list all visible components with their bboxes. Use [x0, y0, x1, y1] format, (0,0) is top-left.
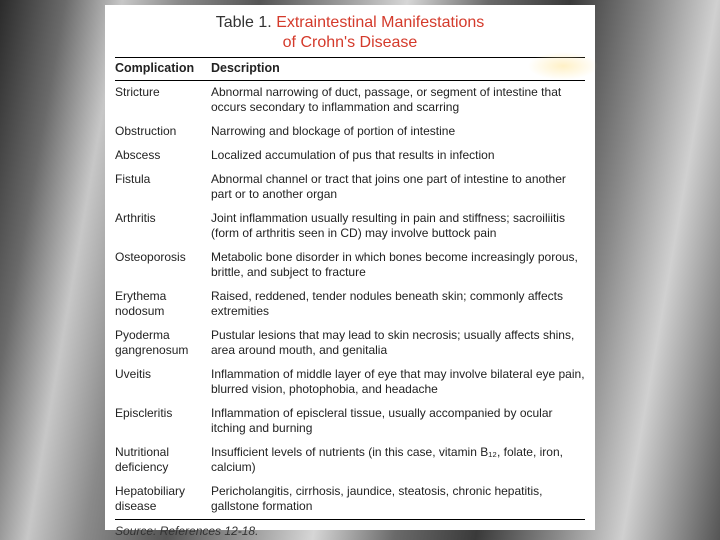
table-row: ObstructionNarrowing and blockage of por… — [115, 120, 585, 144]
cell-complication: Arthritis — [115, 211, 211, 241]
table-header-row: Complication Description — [115, 57, 585, 81]
table-row: StrictureAbnormal narrowing of duct, pas… — [115, 81, 585, 120]
cell-complication: Episcleritis — [115, 406, 211, 436]
table-row: AbscessLocalized accumulation of pus tha… — [115, 144, 585, 168]
table-row: Hepatobiliary diseasePericholangitis, ci… — [115, 480, 585, 519]
cell-description: Pericholangitis, cirrhosis, jaundice, st… — [211, 484, 585, 514]
cell-description: Metabolic bone disorder in which bones b… — [211, 250, 585, 280]
slide-background: Table 1. Extraintestinal Manifestations … — [0, 0, 720, 540]
table-body: StrictureAbnormal narrowing of duct, pas… — [115, 81, 585, 519]
cell-description: Inflammation of episcleral tissue, usual… — [211, 406, 585, 436]
table-card: Table 1. Extraintestinal Manifestations … — [105, 5, 595, 530]
cell-description: Joint inflammation usually resulting in … — [211, 211, 585, 241]
cell-description: Insufficient levels of nutrients (in thi… — [211, 445, 585, 475]
table-source: Source: References 12-18. — [115, 519, 585, 539]
table-row: EpiscleritisInflammation of episcleral t… — [115, 402, 585, 441]
table-row: ArthritisJoint inflammation usually resu… — [115, 207, 585, 246]
cell-complication: Osteoporosis — [115, 250, 211, 280]
table-row: UveitisInflammation of middle layer of e… — [115, 363, 585, 402]
cell-complication: Obstruction — [115, 124, 211, 139]
table-title-line2: of Crohn's Disease — [115, 33, 585, 53]
cell-complication: Fistula — [115, 172, 211, 202]
cell-description: Localized accumulation of pus that resul… — [211, 148, 585, 163]
table-row: OsteoporosisMetabolic bone disorder in w… — [115, 246, 585, 285]
cell-complication: Uveitis — [115, 367, 211, 397]
cell-description: Pustular lesions that may lead to skin n… — [211, 328, 585, 358]
table-title-main: Extraintestinal Manifestations — [276, 14, 484, 31]
cell-description: Abnormal narrowing of duct, passage, or … — [211, 85, 585, 115]
cell-complication: Abscess — [115, 148, 211, 163]
cell-description: Abnormal channel or tract that joins one… — [211, 172, 585, 202]
table-title-line1: Table 1. Extraintestinal Manifestations — [115, 13, 585, 33]
table-row: FistulaAbnormal channel or tract that jo… — [115, 168, 585, 207]
table-row: Pyoderma gangrenosumPustular lesions tha… — [115, 324, 585, 363]
cell-complication: Pyoderma gangrenosum — [115, 328, 211, 358]
cell-complication: Stricture — [115, 85, 211, 115]
cell-complication: Erythema nodosum — [115, 289, 211, 319]
col-header-complication: Complication — [115, 61, 211, 77]
table-label: Table 1. — [216, 14, 272, 31]
cell-complication: Nutritional deficiency — [115, 445, 211, 475]
col-header-description: Description — [211, 61, 585, 77]
cell-complication: Hepatobiliary disease — [115, 484, 211, 514]
table-row: Erythema nodosumRaised, reddened, tender… — [115, 285, 585, 324]
cell-description: Raised, reddened, tender nodules beneath… — [211, 289, 585, 319]
table-row: Nutritional deficiencyInsufficient level… — [115, 441, 585, 480]
cell-description: Inflammation of middle layer of eye that… — [211, 367, 585, 397]
cell-description: Narrowing and blockage of portion of int… — [211, 124, 585, 139]
